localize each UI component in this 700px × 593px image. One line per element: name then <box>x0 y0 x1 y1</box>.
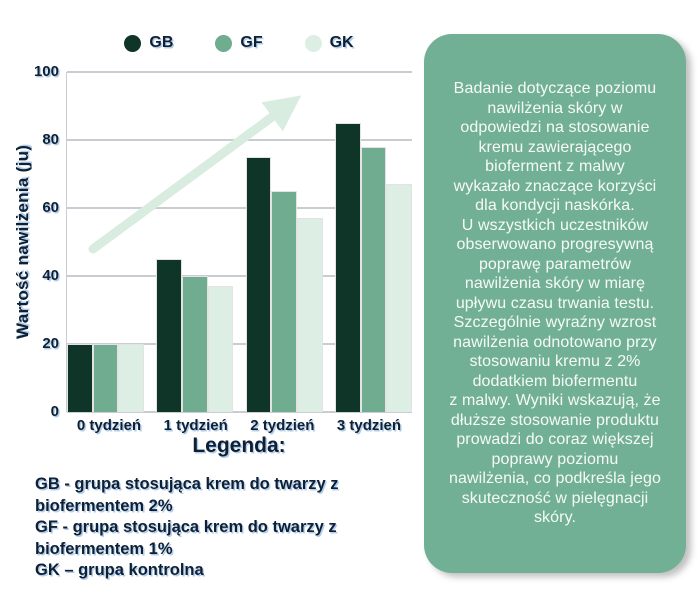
bar-GF-3-tydzień <box>360 146 387 412</box>
bar-GK-2-tydzień <box>297 218 323 412</box>
bar-GB-2-tydzień <box>245 157 272 412</box>
legend-dot-GF-icon <box>215 34 233 52</box>
legend-item-GF: GF <box>215 34 263 52</box>
legend-label-GF: GF <box>240 34 263 51</box>
legend-label-GB: GB <box>149 34 174 51</box>
x-label-0-tydzień: 0 tydzień <box>76 417 142 434</box>
legend-description-gb: GB - grupa stosująca krem do twarzy z bi… <box>35 475 339 515</box>
legend-label-GK: GK <box>329 34 354 51</box>
gridline-40 <box>67 275 412 277</box>
x-axis-labels: 0 tydzień 1 tydzień 2 tydzień 3 tydzień <box>66 417 412 434</box>
y-tick-0: 0 <box>50 403 59 420</box>
legend-description-gf: GF - grupa stosująca krem do twarzy z bi… <box>35 518 337 558</box>
x-label-1-tydzień: 1 tydzień <box>163 417 228 434</box>
x-label-3-tydzień: 3 tydzień <box>336 417 402 434</box>
bar-group-1-tydzień <box>156 259 234 412</box>
y-axis-title: Wartość nawilżenia (ju) <box>13 144 32 340</box>
legend-description-gk: GK – grupa kontrolna <box>35 561 204 579</box>
bar-groups <box>67 72 412 412</box>
bar-GB-3-tydzień <box>334 123 361 412</box>
y-tick-100: 100 <box>33 63 59 80</box>
legend-dot-GB-icon <box>124 34 142 52</box>
legend-dot-GK-icon <box>304 34 322 52</box>
bar-GK-1-tydzień <box>207 286 234 412</box>
bar-GK-0-tydzień <box>118 344 145 412</box>
legend-item-GB: GB <box>124 34 173 52</box>
gridline-100 <box>67 71 412 73</box>
legend-heading: Legenda: <box>192 434 286 457</box>
y-tick-60: 60 <box>42 199 59 216</box>
bar-GF-1-tydzień <box>182 276 208 412</box>
bar-group-0-tydzień <box>67 344 145 412</box>
legend-item-GK: GK <box>304 34 354 52</box>
bar-GB-0-tydzień <box>67 344 93 412</box>
y-tick-80: 80 <box>42 131 59 148</box>
summary-panel: Badanie dotyczące poziomu nawilżenia skó… <box>424 34 686 573</box>
legend-description: GB - grupa stosująca krem do twarzy z bi… <box>35 474 427 582</box>
plot-area: 100 80 60 40 20 0 <box>34 63 412 420</box>
gridline-0 <box>67 411 412 413</box>
summary-text: Badanie dotyczące poziomu nawilżenia skó… <box>449 80 661 527</box>
bar-group-3-tydzień <box>334 123 412 412</box>
bar-GK-3-tydzień <box>386 184 412 412</box>
x-label-2-tydzień: 2 tydzień <box>250 417 315 434</box>
bar-GF-0-tydzień <box>92 344 119 412</box>
bar-group-2-tydzień <box>245 157 323 412</box>
gridline-20 <box>67 343 412 345</box>
chart-legend: GB GF GK <box>66 34 412 52</box>
y-tick-40: 40 <box>42 267 59 284</box>
y-tick-20: 20 <box>42 335 59 352</box>
bar-GF-2-tydzień <box>271 191 297 412</box>
bar-GB-1-tydzień <box>156 259 182 412</box>
